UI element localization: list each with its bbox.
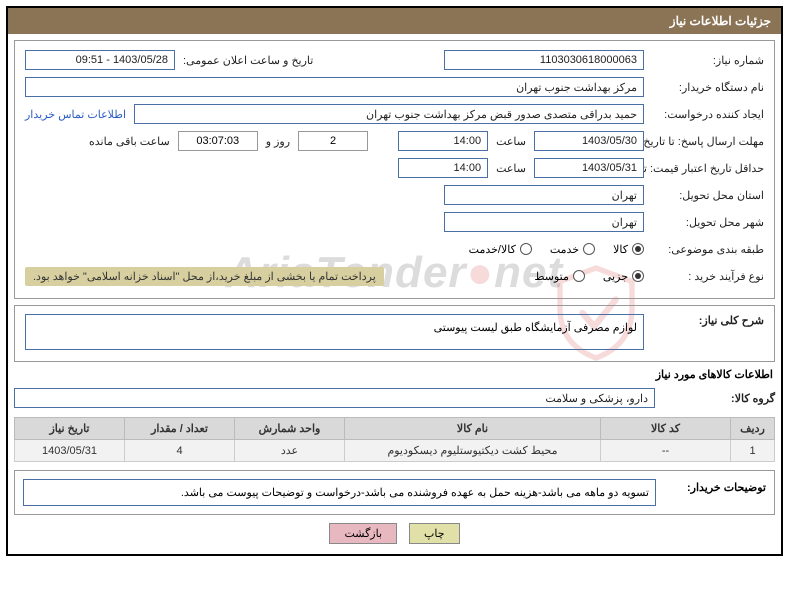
announce-field: 1403/05/28 - 09:51 bbox=[25, 50, 175, 70]
radio-medium[interactable]: متوسط bbox=[534, 270, 585, 283]
deadline-date-field: 1403/05/30 bbox=[534, 131, 644, 151]
row-goods-group: گروه کالا: دارو، پزشکی و سلامت bbox=[14, 387, 775, 409]
row-city: شهر محل تحویل: تهران bbox=[25, 211, 764, 233]
row-process: نوع فرآیند خرید : جزیی متوسط پرداخت تمام… bbox=[25, 265, 764, 287]
goods-table: ردیف کد کالا نام کالا واحد شمارش تعداد /… bbox=[14, 417, 775, 462]
print-button[interactable]: چاپ bbox=[409, 523, 460, 544]
td-qty: 4 bbox=[125, 440, 235, 462]
process-label: نوع فرآیند خرید : bbox=[644, 270, 764, 283]
province-field: تهران bbox=[444, 185, 644, 205]
content-area: شماره نیاز: 1103030618000063 تاریخ و ساع… bbox=[8, 34, 781, 554]
th-row: ردیف bbox=[731, 418, 775, 440]
summary-label: شرح کلی نیاز: bbox=[644, 314, 764, 327]
validity-date-field: 1403/05/31 bbox=[534, 158, 644, 178]
td-row: 1 bbox=[731, 440, 775, 462]
td-date: 1403/05/31 bbox=[15, 440, 125, 462]
validity-label: حداقل تاریخ اعتبار قیمت: تا تاریخ: bbox=[644, 162, 764, 175]
validity-time-field: 14:00 bbox=[398, 158, 488, 178]
radio-icon bbox=[583, 243, 595, 255]
summary-field: لوازم مصرفی آزمایشگاه طبق لیست پیوستی bbox=[25, 314, 644, 350]
time-label-2: ساعت bbox=[488, 162, 534, 175]
goods-section-title: اطلاعات کالاهای مورد نیاز bbox=[16, 368, 773, 381]
radio-medium-label: متوسط bbox=[534, 270, 569, 283]
header-title: جزئیات اطلاعات نیاز bbox=[670, 14, 771, 28]
radio-icon bbox=[573, 270, 585, 282]
radio-icon bbox=[632, 243, 644, 255]
city-field: تهران bbox=[444, 212, 644, 232]
row-validity: حداقل تاریخ اعتبار قیمت: تا تاریخ: 1403/… bbox=[25, 157, 764, 179]
table-header-row: ردیف کد کالا نام کالا واحد شمارش تعداد /… bbox=[15, 418, 775, 440]
main-container: جزئیات اطلاعات نیاز AriaTender●net شماره… bbox=[6, 6, 783, 556]
radio-goods-service-label: کالا/خدمت bbox=[469, 243, 516, 256]
process-radio-group: جزیی متوسط bbox=[520, 270, 644, 283]
radio-partial-label: جزیی bbox=[603, 270, 628, 283]
goods-group-label: گروه کالا: bbox=[655, 392, 775, 405]
row-need-number: شماره نیاز: 1103030618000063 تاریخ و ساع… bbox=[25, 49, 764, 71]
buyer-org-field: مرکز بهداشت جنوب تهران bbox=[25, 77, 644, 97]
deadline-time-field: 14:00 bbox=[398, 131, 488, 151]
summary-box: شرح کلی نیاز: لوازم مصرفی آزمایشگاه طبق … bbox=[14, 305, 775, 362]
th-unit: واحد شمارش bbox=[235, 418, 345, 440]
announce-label: تاریخ و ساعت اعلان عمومی: bbox=[175, 54, 335, 67]
contact-link[interactable]: اطلاعات تماس خریدار bbox=[25, 108, 134, 121]
need-number-label: شماره نیاز: bbox=[644, 54, 764, 67]
radio-service-label: خدمت bbox=[550, 243, 579, 256]
buyer-org-label: نام دستگاه خریدار: bbox=[644, 81, 764, 94]
row-deadline: مهلت ارسال پاسخ: تا تاریخ: 1403/05/30 سا… bbox=[25, 130, 764, 152]
row-requester: ایجاد کننده درخواست: حمید بدراقی متصدی ص… bbox=[25, 103, 764, 125]
radio-icon bbox=[520, 243, 532, 255]
need-number-field: 1103030618000063 bbox=[444, 50, 644, 70]
days-field: 2 bbox=[298, 131, 368, 151]
td-name: محیط کشت دیکتیوستلیوم دیسکودیوم bbox=[345, 440, 601, 462]
buyer-notes-box: توضیحات خریدار: تسویه دو ماهه می باشد-هز… bbox=[14, 470, 775, 515]
countdown-field: 03:07:03 bbox=[178, 131, 258, 151]
td-code: -- bbox=[601, 440, 731, 462]
deadline-label: مهلت ارسال پاسخ: تا تاریخ: bbox=[644, 135, 764, 148]
row-summary: شرح کلی نیاز: لوازم مصرفی آزمایشگاه طبق … bbox=[25, 314, 764, 350]
row-category: طبقه بندی موضوعی: کالا خدمت کالا/خدمت bbox=[25, 238, 764, 260]
details-box: شماره نیاز: 1103030618000063 تاریخ و ساع… bbox=[14, 40, 775, 299]
radio-icon bbox=[632, 270, 644, 282]
row-buyer-org: نام دستگاه خریدار: مرکز بهداشت جنوب تهرا… bbox=[25, 76, 764, 98]
button-row: چاپ بازگشت bbox=[14, 515, 775, 548]
th-date: تاریخ نیاز bbox=[15, 418, 125, 440]
radio-goods-label: کالا bbox=[613, 243, 628, 256]
remaining-suffix: ساعت باقی مانده bbox=[83, 135, 178, 148]
category-radio-group: کالا خدمت کالا/خدمت bbox=[455, 243, 644, 256]
radio-goods[interactable]: کالا bbox=[613, 243, 644, 256]
th-qty: تعداد / مقدار bbox=[125, 418, 235, 440]
requester-label: ایجاد کننده درخواست: bbox=[644, 108, 764, 121]
requester-field: حمید بدراقی متصدی صدور قبض مرکز بهداشت ج… bbox=[134, 104, 644, 124]
buyer-notes-field: تسویه دو ماهه می باشد-هزینه حمل به عهده … bbox=[23, 479, 656, 506]
days-suffix: روز و bbox=[258, 135, 298, 148]
th-name: نام کالا bbox=[345, 418, 601, 440]
goods-group-field: دارو، پزشکی و سلامت bbox=[14, 388, 655, 408]
radio-partial[interactable]: جزیی bbox=[603, 270, 644, 283]
buyer-notes-label: توضیحات خریدار: bbox=[656, 479, 766, 494]
back-button[interactable]: بازگشت bbox=[329, 523, 397, 544]
time-label-1: ساعت bbox=[488, 135, 534, 148]
th-code: کد کالا bbox=[601, 418, 731, 440]
category-label: طبقه بندی موضوعی: bbox=[644, 243, 764, 256]
city-label: شهر محل تحویل: bbox=[644, 216, 764, 229]
payment-note: پرداخت تمام یا بخشی از مبلغ خرید،از محل … bbox=[25, 267, 384, 286]
radio-service[interactable]: خدمت bbox=[550, 243, 595, 256]
header-bar: جزئیات اطلاعات نیاز bbox=[8, 8, 781, 34]
province-label: استان محل تحویل: bbox=[644, 189, 764, 202]
radio-goods-service[interactable]: کالا/خدمت bbox=[469, 243, 532, 256]
row-province: استان محل تحویل: تهران bbox=[25, 184, 764, 206]
td-unit: عدد bbox=[235, 440, 345, 462]
table-row: 1 -- محیط کشت دیکتیوستلیوم دیسکودیوم عدد… bbox=[15, 440, 775, 462]
